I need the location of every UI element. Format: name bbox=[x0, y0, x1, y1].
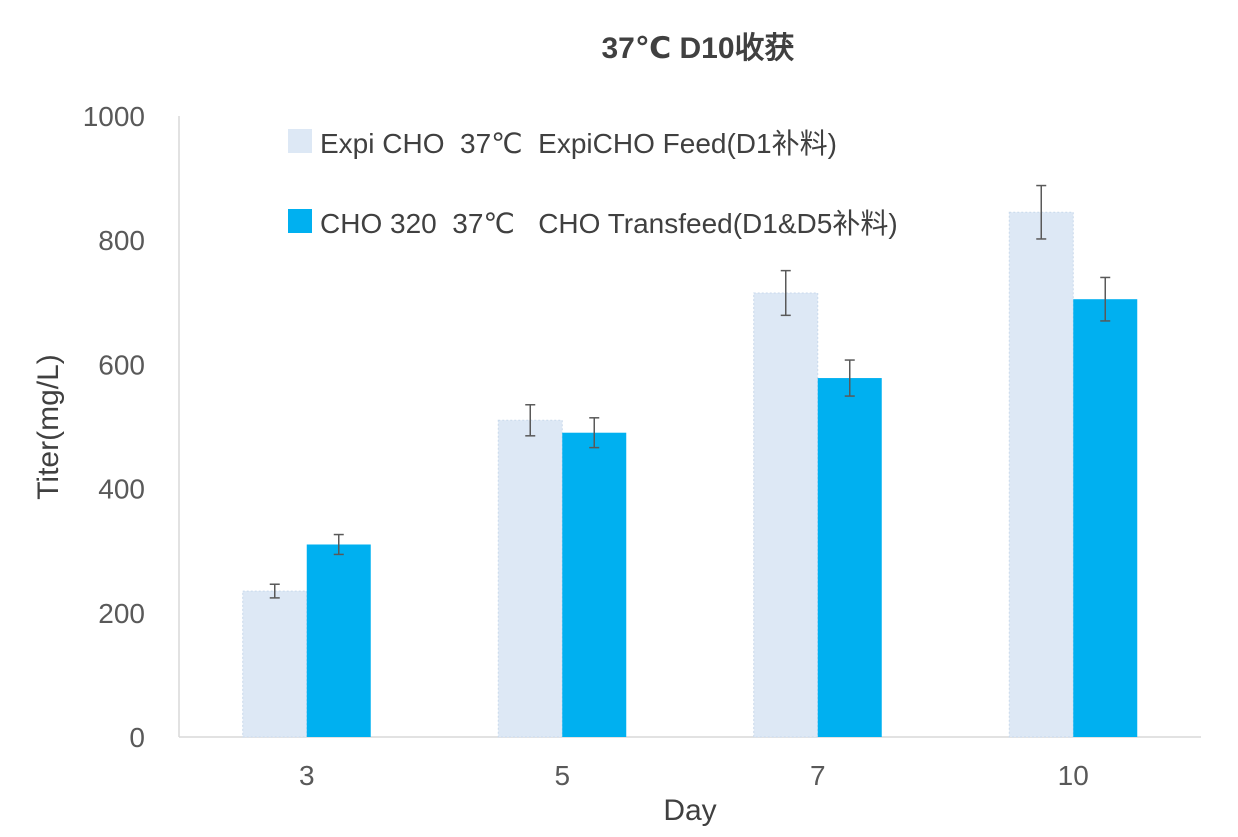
y-tick-label: 0 bbox=[129, 722, 145, 753]
legend-item-cho320: CHO 320 37℃ CHO Transfeed(D1&D5补料) bbox=[288, 208, 898, 239]
x-tick-label: 3 bbox=[299, 760, 315, 791]
y-tick-label: 1000 bbox=[83, 101, 145, 132]
y-tick-label: 600 bbox=[98, 349, 145, 380]
x-tick-label: 10 bbox=[1058, 760, 1089, 791]
bars bbox=[242, 211, 1138, 738]
y-tick-label: 400 bbox=[98, 474, 145, 505]
legend-label-cho320: CHO 320 37℃ CHO Transfeed(D1&D5补料) bbox=[320, 208, 898, 239]
bar bbox=[242, 590, 308, 738]
legend-item-expicho: Expi CHO 37℃ ExpiCHO Feed(D1补料) bbox=[288, 128, 837, 159]
legend-label-expicho: Expi CHO 37℃ ExpiCHO Feed(D1补料) bbox=[320, 128, 837, 159]
chart-title: 37℃ D10收获 bbox=[601, 32, 794, 65]
bar bbox=[497, 419, 563, 738]
x-tick-labels: 3 5 7 10 bbox=[299, 760, 1089, 791]
y-tick-label: 800 bbox=[98, 225, 145, 256]
legend-swatch-cho320 bbox=[288, 209, 312, 233]
error-bars bbox=[269, 184, 1111, 599]
x-axis-label: Day bbox=[663, 794, 716, 827]
bar bbox=[1073, 299, 1138, 737]
y-tick-label: 200 bbox=[98, 598, 145, 629]
bar bbox=[306, 544, 371, 737]
x-tick-label: 7 bbox=[810, 760, 826, 791]
bar bbox=[1008, 211, 1074, 738]
bar bbox=[753, 292, 819, 738]
legend-swatch-expicho bbox=[288, 129, 312, 153]
bar bbox=[562, 432, 627, 737]
x-tick-label: 5 bbox=[554, 760, 570, 791]
legend: Expi CHO 37℃ ExpiCHO Feed(D1补料) CHO 320 … bbox=[288, 128, 898, 239]
y-tick-labels: 0 200 400 600 800 1000 bbox=[83, 101, 145, 753]
y-axis-label: Titer(mg/L) bbox=[32, 354, 65, 500]
bar bbox=[817, 378, 882, 737]
